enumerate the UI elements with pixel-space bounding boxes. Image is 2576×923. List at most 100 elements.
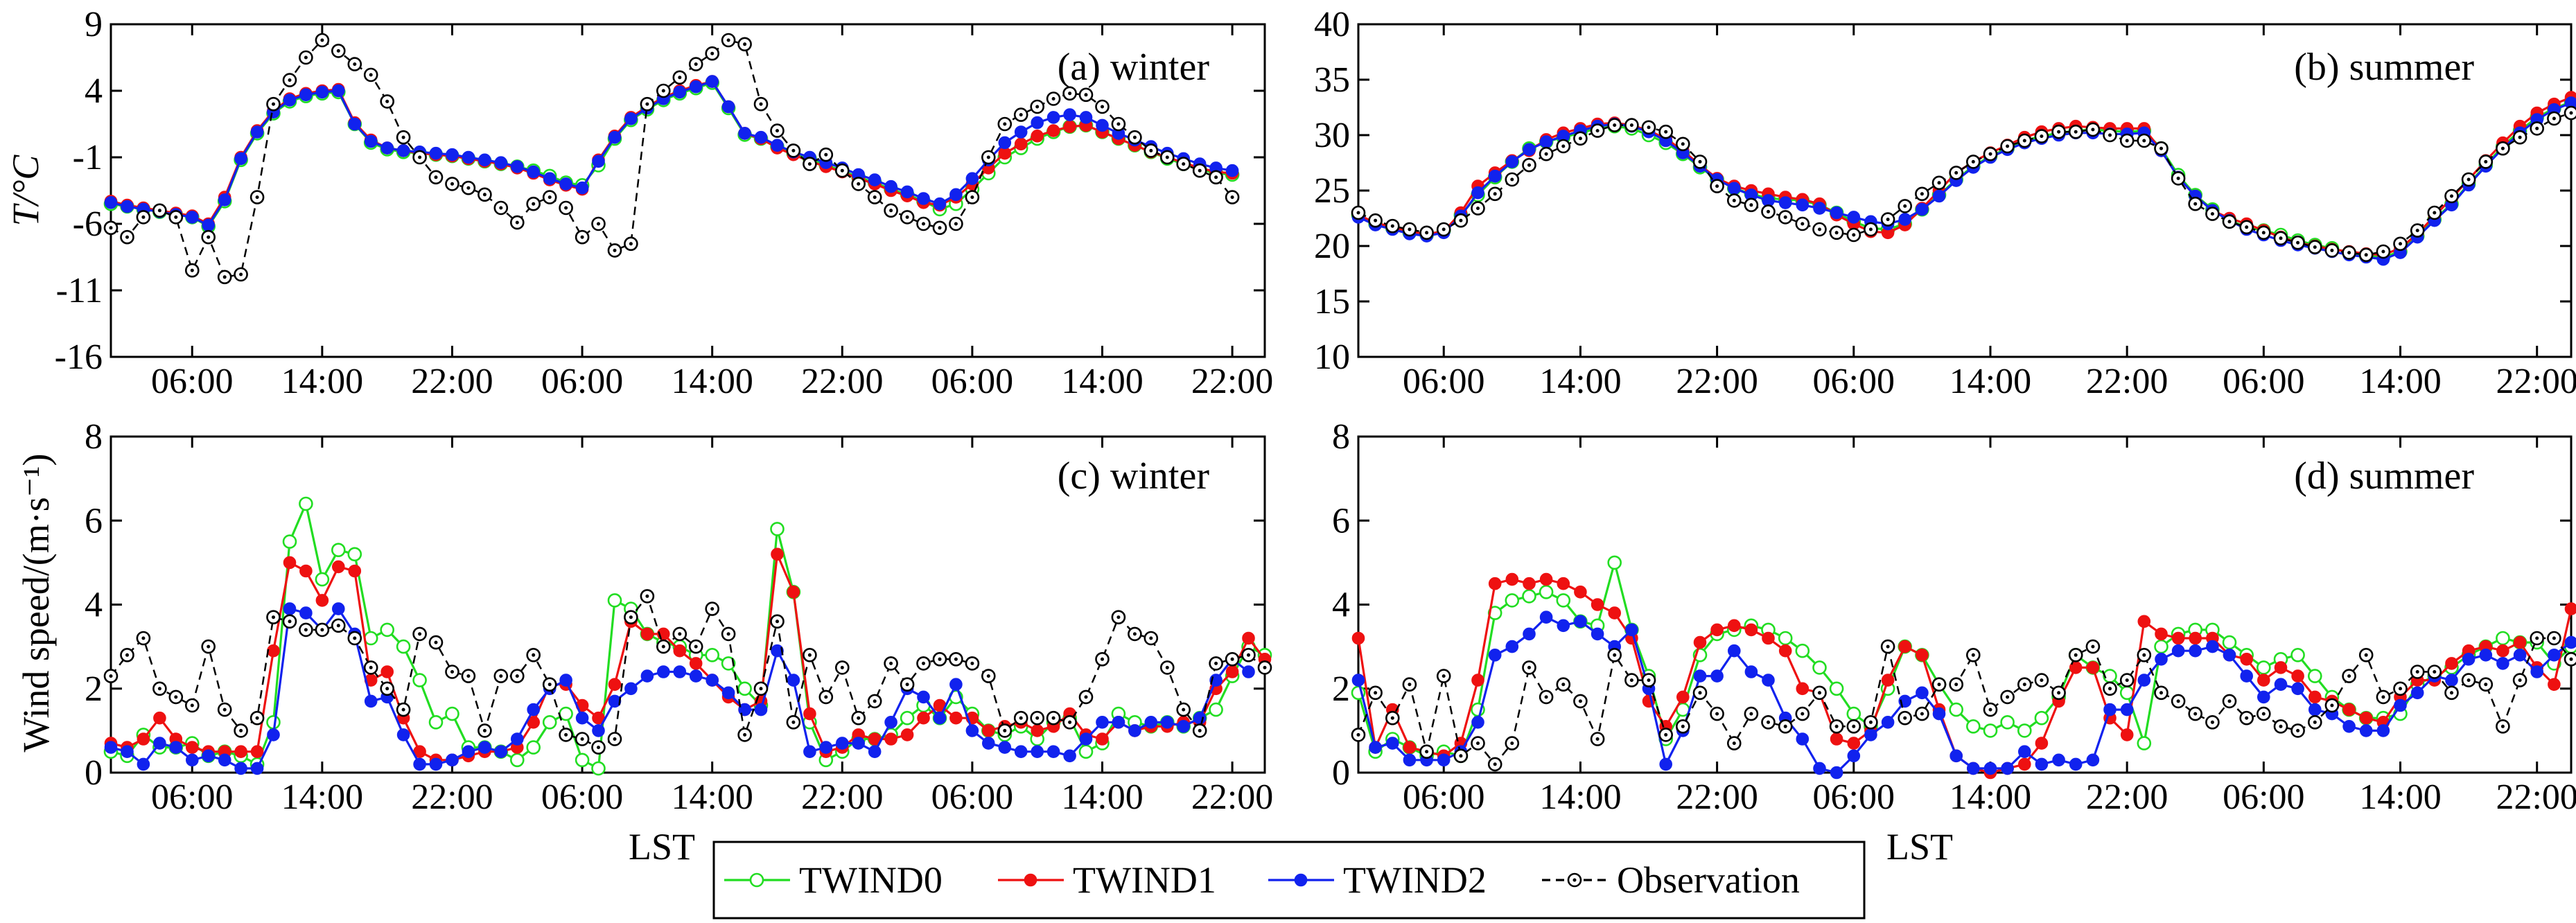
point-twind2 — [592, 724, 605, 737]
point-center-observation — [1647, 678, 1651, 683]
series-twind2 — [1351, 96, 2576, 266]
point-twind1 — [1242, 631, 1255, 645]
point-center-observation — [1818, 691, 1821, 695]
point-center-observation — [304, 55, 308, 60]
point-twind0 — [1607, 555, 1622, 570]
point-center-observation — [2022, 139, 2026, 143]
point-center-observation — [2313, 720, 2317, 724]
point-center-observation — [1613, 123, 1617, 128]
point-center-observation — [336, 624, 340, 628]
point-twind2 — [1488, 648, 1502, 662]
point-twind2 — [283, 602, 297, 615]
point-center-observation — [743, 42, 747, 46]
panel-d-summer-wind: 8 6 4 2 0 06:00 14:00 22:00 06:00 14:00 22:00 06:00… — [1332, 417, 2576, 817]
point-center-observation — [2074, 130, 2078, 134]
point-twind1 — [2359, 711, 2373, 725]
legend-items: TWIND0 TWIND1 TWIND2 Observation — [724, 859, 1800, 901]
point-center-observation — [1749, 712, 1753, 716]
point-center-observation — [207, 235, 211, 239]
point-twind0 — [1556, 593, 1571, 608]
point-twind1 — [1539, 572, 1553, 586]
point-center-observation — [272, 102, 275, 106]
point-center-observation — [2142, 653, 2146, 657]
point-center-observation — [2484, 683, 2488, 687]
point-twind2 — [104, 195, 118, 209]
point-center-observation — [776, 129, 779, 133]
point-center-observation — [2347, 674, 2351, 678]
panel-a-frame — [109, 23, 1266, 358]
point-twind2 — [1967, 762, 1980, 775]
point-twind1 — [673, 644, 687, 658]
series-observation — [1351, 105, 2576, 263]
panel-a-ylabel: T/°C — [5, 155, 46, 227]
point-center-observation — [1132, 632, 1137, 636]
point-center-observation — [2364, 253, 2368, 257]
point-twind1 — [234, 745, 247, 758]
series-line-observation — [110, 39, 1234, 279]
point-center-observation — [109, 674, 113, 678]
point-twind2 — [1728, 182, 1741, 195]
panel-a-ticks: 9 4 -1 -6 -11 -16 06:00 14:00 22:00 06:00 14:00 22:… — [55, 5, 1274, 401]
ytick-label: -1 — [73, 138, 103, 177]
point-twind2 — [1079, 732, 1093, 746]
point-twind0 — [721, 656, 736, 671]
point-center-observation — [125, 235, 129, 239]
point-center-observation — [157, 209, 161, 213]
point-twind1 — [250, 745, 264, 758]
ytick-label: 20 — [1314, 227, 1350, 266]
point-twind2 — [510, 732, 524, 746]
point-center-observation — [1003, 728, 1007, 732]
point-center-observation — [1459, 218, 1463, 222]
point-center-observation — [239, 728, 243, 732]
point-twind1 — [1591, 598, 1604, 611]
point-twind0 — [347, 547, 362, 562]
point-center-observation — [2006, 695, 2010, 699]
point-twind2 — [494, 156, 508, 169]
point-center-observation — [1903, 716, 1907, 720]
point-twind2 — [478, 153, 491, 167]
point-center-observation — [2022, 683, 2026, 687]
point-center-observation — [1493, 762, 1497, 766]
ytick-label: 4 — [85, 71, 103, 111]
point-center-observation — [401, 707, 405, 712]
point-center-observation — [1971, 653, 1975, 657]
point-center-observation — [857, 716, 861, 720]
point-twind2 — [2018, 745, 2031, 758]
point-twind2 — [446, 753, 459, 767]
point-center-observation — [1149, 148, 1153, 152]
point-center-observation — [1834, 724, 1839, 728]
point-twind0 — [900, 710, 915, 726]
point-twind1 — [2496, 644, 2509, 658]
point-center-observation — [2210, 720, 2214, 724]
point-center-observation — [970, 661, 974, 665]
point-twind2 — [2530, 665, 2543, 678]
point-twind2 — [998, 741, 1012, 754]
point-twind2 — [462, 745, 475, 758]
point-twind2 — [202, 749, 216, 763]
point-twind2 — [1916, 202, 1929, 216]
point-twind2 — [2206, 640, 2219, 653]
xtick-label: 06:00 — [2223, 362, 2304, 401]
panel-d-series — [1351, 555, 2576, 780]
point-twind2 — [1625, 623, 1638, 637]
point-twind1 — [1762, 631, 1775, 645]
point-center-observation — [2227, 699, 2232, 703]
point-center-observation — [272, 615, 275, 619]
point-twind2 — [1144, 716, 1158, 729]
point-twind1 — [527, 716, 541, 729]
point-center-observation — [1852, 233, 1856, 237]
point-twind2 — [234, 762, 247, 775]
xtick-label: 14:00 — [671, 777, 753, 817]
point-twind1 — [900, 728, 914, 741]
point-twind2 — [1523, 143, 1536, 157]
point-center-observation — [547, 683, 552, 687]
point-center-observation — [1732, 741, 1736, 746]
point-center-observation — [174, 215, 178, 219]
point-twind2 — [689, 669, 703, 683]
series-twind2 — [104, 602, 1255, 775]
point-twind1 — [2513, 635, 2527, 649]
point-center-observation — [515, 220, 519, 225]
point-center-observation — [239, 272, 243, 276]
point-center-observation — [1664, 130, 1668, 134]
point-center-observation — [2467, 177, 2471, 182]
